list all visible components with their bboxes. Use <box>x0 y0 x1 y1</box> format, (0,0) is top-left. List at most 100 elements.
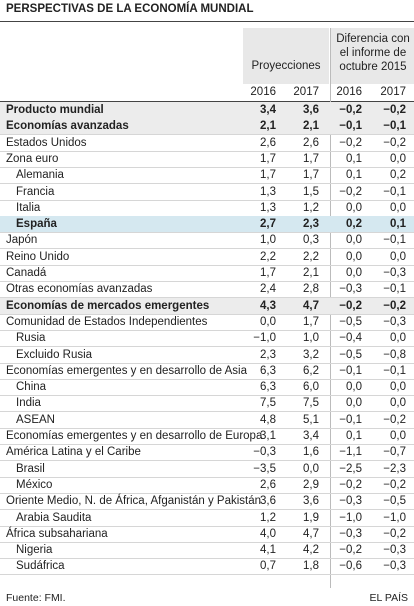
row-label: Sudáfrica <box>16 560 65 573</box>
row-label: ASEAN <box>16 413 55 426</box>
cell-value: 2,4 <box>260 283 276 296</box>
table-row: África subsahariana 4,0 4,7 −0,3 −0,2 <box>0 526 414 543</box>
cell-value: 3,2 <box>303 348 319 361</box>
cell-value: 1,5 <box>303 185 319 198</box>
header-difference: Diferencia con el informe de octubre 201… <box>336 33 410 73</box>
cell-value: −0,2 <box>339 478 362 491</box>
row-label: África subsahariana <box>6 527 108 540</box>
cell-value: 0,7 <box>260 560 276 573</box>
cell-value: 2,7 <box>260 218 276 231</box>
cell-value: −0,1 <box>383 283 406 296</box>
cell-value: −0,2 <box>383 527 406 540</box>
table-row: Economías emergentes y en desarrollo de … <box>0 428 414 445</box>
table-row: Nigeria 4,1 4,2 −0,2 −0,3 <box>0 542 414 560</box>
row-label: Rusia <box>16 332 46 345</box>
cell-value: 4,8 <box>260 413 276 426</box>
cell-value: 6,3 <box>260 364 276 377</box>
cell-value: −1,0 <box>253 332 276 345</box>
cell-value: 3,4 <box>260 104 276 116</box>
row-label: Brasil <box>16 462 45 475</box>
cell-value: 7,5 <box>260 397 276 410</box>
cell-value: 1,7 <box>260 267 276 279</box>
row-label: Zona euro <box>6 152 59 165</box>
cell-value: 0,0 <box>390 332 406 345</box>
row-label: China <box>16 381 47 394</box>
cell-value: 1,3 <box>260 185 276 198</box>
cell-value: 0,0 <box>346 234 362 247</box>
cell-value: 2,8 <box>303 283 319 296</box>
cell-value: 0,2 <box>346 218 362 231</box>
cell-value: 5,1 <box>303 413 319 426</box>
cell-value: −0,1 <box>383 364 406 377</box>
table-row: Excluido Rusia 2,3 3,2 −0,5 −0,8 <box>0 347 414 364</box>
row-label: Excluido Rusia <box>16 348 93 361</box>
table-row: México 2,6 2,9 −0,2 −0,2 <box>0 477 414 494</box>
cell-value: 7,5 <box>303 397 319 410</box>
table-row: Comunidad de Estados Independientes 0,0 1,… <box>0 314 414 331</box>
cell-value: 0,0 <box>346 267 362 279</box>
cell-value: −1,1 <box>339 446 362 459</box>
cell-value: 1,8 <box>303 560 319 573</box>
table-row: Rusia −1,0 1,0 −0,4 0,0 <box>0 330 414 348</box>
row-label: Canadá <box>6 267 47 279</box>
table-row: Oriente Medio, N. de África, Afganistán … <box>0 493 414 511</box>
header-bg <box>243 28 329 84</box>
cell-value: 6,2 <box>303 364 319 377</box>
table-row: Arabia Saudita 1,2 1,9 −1,0 −1,0 <box>0 510 414 527</box>
cell-value: 1,3 <box>260 201 276 214</box>
title: PERSPECTIVAS DE LA ECONOMÍA MUNDIAL <box>6 3 254 15</box>
cell-value: 1,0 <box>260 234 276 247</box>
row-label: India <box>16 397 41 410</box>
cell-value: 3,6 <box>303 495 319 508</box>
cell-value: 4,7 <box>303 527 319 540</box>
cell-value: 0,1 <box>390 218 406 231</box>
cell-value: 4,7 <box>303 299 319 312</box>
table-row: Italia 1,3 1,2 0,0 0,0 <box>0 200 414 217</box>
table-row: Economías de mercados emergentes 4,3 4,7 −0… <box>0 297 414 315</box>
source: Fuente: FMI. <box>6 592 66 604</box>
cell-value: 0,3 <box>303 234 319 247</box>
row-label: Oriente Medio, N. de África, Afganistán … <box>6 495 262 508</box>
table-row: India 7,5 7,5 0,0 0,0 <box>0 395 414 413</box>
cell-value: 0,1 <box>346 152 362 165</box>
row-label: Economías emergentes y en desarrollo de … <box>6 430 263 442</box>
cell-value: 2,6 <box>260 136 276 149</box>
cell-value: −0,1 <box>339 364 362 377</box>
cell-value: 0,0 <box>260 315 276 328</box>
header-projections: Proyecciones <box>251 60 321 72</box>
cell-value: −0,7 <box>383 446 406 459</box>
table-row: Producto mundial 3,4 3,6 −0,2 −0,2 <box>0 102 414 119</box>
cell-value: 6,0 <box>303 381 319 394</box>
cell-value: −1,0 <box>383 511 406 524</box>
cell-value: −0,1 <box>383 185 406 198</box>
row-label: Economías emergentes y en desarrollo de … <box>6 364 247 377</box>
cell-value: 1,6 <box>303 446 319 459</box>
table-row: Francia 1,3 1,5 −0,2 −0,1 <box>0 184 414 201</box>
row-label: Estados Unidos <box>6 136 87 149</box>
cell-value: −0,5 <box>339 315 362 328</box>
cell-value: −0,3 <box>383 267 406 279</box>
cell-value: 3,1 <box>260 430 276 442</box>
cell-value: −0,5 <box>383 495 406 508</box>
table-row: Estados Unidos 2,6 2,6 −0,2 −0,2 <box>0 135 414 152</box>
cell-value: 1,7 <box>303 315 319 328</box>
cell-value: 2,3 <box>303 218 319 231</box>
cell-value: −0,1 <box>339 120 362 133</box>
cell-value: −0,2 <box>339 185 362 198</box>
header-year: 2016 <box>250 86 276 98</box>
table-row: Alemania 1,7 1,7 0,1 0,2 <box>0 167 414 185</box>
cell-value: −0,1 <box>383 234 406 247</box>
cell-value: −0,3 <box>253 446 276 459</box>
header-year: 2017 <box>293 86 319 98</box>
cell-value: −0,2 <box>383 104 406 116</box>
cell-value: 4,3 <box>260 299 276 312</box>
header-year: 2016 <box>336 86 362 98</box>
cell-value: −0,2 <box>383 299 406 312</box>
cell-value: −0,2 <box>383 136 406 149</box>
cell-value: −0,6 <box>339 560 362 573</box>
title-rule <box>0 21 414 22</box>
cell-value: −0,2 <box>383 478 406 491</box>
table-row: Japón 1,0 0,3 0,0 −0,1 <box>0 232 414 250</box>
row-label: Economías de mercados emergentes <box>6 299 210 312</box>
header-year: 2017 <box>380 86 406 98</box>
